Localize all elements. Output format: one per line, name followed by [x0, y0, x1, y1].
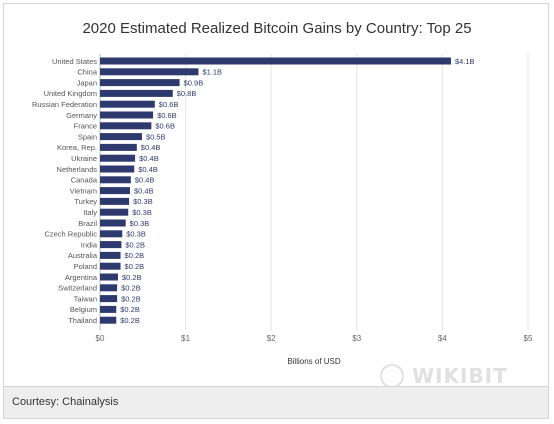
- data-label: $0.4B: [134, 186, 154, 195]
- bar: [100, 100, 155, 108]
- footer: Courtesy: Chainalysis: [4, 386, 548, 418]
- bar: [100, 316, 117, 324]
- data-label: $0.3B: [126, 230, 146, 239]
- data-label: $0.2B: [120, 316, 140, 325]
- chart-title: 2020 Estimated Realized Bitcoin Gains by…: [82, 20, 472, 37]
- bar: [100, 284, 118, 292]
- x-tick-label: $4: [438, 334, 447, 343]
- bar: [100, 154, 136, 162]
- data-label: $0.2B: [120, 305, 140, 314]
- bar: [100, 133, 142, 141]
- data-label: $0.2B: [122, 273, 142, 282]
- watermark-text: WIKIBIT: [412, 364, 508, 388]
- data-label: $0.4B: [135, 176, 155, 185]
- data-label: $4.1B: [455, 57, 475, 66]
- data-label: $0.6B: [159, 100, 179, 109]
- bar: [100, 241, 122, 249]
- category-label: Vietnam: [70, 186, 97, 195]
- bar: [100, 143, 137, 151]
- category-label: Ukraine: [71, 154, 97, 163]
- category-label: Spain: [78, 132, 97, 141]
- category-label: Taiwan: [74, 294, 97, 303]
- category-label: Canada: [71, 176, 98, 185]
- category-label: Poland: [74, 262, 97, 271]
- data-label: $0.2B: [125, 240, 145, 249]
- category-label: Italy: [83, 208, 97, 217]
- data-label: $0.5B: [146, 132, 166, 141]
- watermark-logo-icon: [380, 364, 404, 388]
- bar: [100, 79, 180, 87]
- data-label: $0.3B: [130, 219, 150, 228]
- x-tick-label: $1: [181, 334, 190, 343]
- category-label: United States: [52, 57, 97, 66]
- data-label: $0.9B: [184, 78, 204, 87]
- bar: [100, 89, 173, 97]
- category-label: Switzerland: [58, 284, 97, 293]
- bar: [100, 305, 117, 313]
- x-tick-label: $0: [96, 334, 105, 343]
- category-label: Turkey: [74, 197, 97, 206]
- data-label: $0.2B: [125, 251, 145, 260]
- category-label: Australia: [68, 251, 98, 260]
- category-label: Netherlands: [57, 165, 98, 174]
- data-label: $0.2B: [121, 294, 141, 303]
- data-label: $0.4B: [139, 154, 159, 163]
- bar: [100, 251, 121, 259]
- category-label: Russian Federation: [32, 100, 97, 109]
- bar: [100, 176, 131, 184]
- bar: [100, 111, 154, 119]
- data-label: $0.6B: [155, 122, 175, 131]
- bar: [100, 165, 135, 173]
- bar: [100, 57, 451, 65]
- category-label: Thailand: [68, 316, 97, 325]
- bar: [100, 262, 121, 270]
- category-label: United Kingdom: [44, 89, 97, 98]
- category-label: Brazil: [78, 219, 97, 228]
- category-label: Argentina: [65, 273, 98, 282]
- data-label: $0.2B: [125, 262, 145, 271]
- category-label: China: [77, 68, 97, 77]
- bar: [100, 230, 123, 238]
- bar: [100, 208, 129, 216]
- x-tick-label: $5: [524, 334, 533, 343]
- bar: [100, 219, 126, 227]
- category-label: France: [74, 122, 97, 131]
- category-label: Czech Republic: [44, 230, 97, 239]
- data-label: $0.3B: [132, 208, 152, 217]
- bar: [100, 187, 130, 195]
- data-label: $0.4B: [141, 143, 161, 152]
- data-label: $1.1B: [202, 68, 222, 77]
- category-label: Korea, Rep.: [57, 143, 97, 152]
- x-tick-label: $3: [352, 334, 361, 343]
- category-label: Belgium: [70, 305, 97, 314]
- data-label: $0.3B: [133, 197, 153, 206]
- bar: [100, 273, 118, 281]
- data-label: $0.2B: [121, 284, 141, 293]
- x-axis-title: Billions of USD: [287, 357, 341, 366]
- category-label: India: [81, 240, 98, 249]
- bar: [100, 68, 199, 76]
- category-label: Japan: [77, 78, 97, 87]
- x-tick-label: $2: [267, 334, 276, 343]
- data-label: $0.4B: [138, 165, 158, 174]
- chart-frame: [3, 3, 549, 419]
- bar: [100, 295, 118, 303]
- bar: [100, 122, 152, 130]
- data-label: $0.8B: [177, 89, 197, 98]
- category-label: Germany: [66, 111, 97, 120]
- data-label: $0.6B: [157, 111, 177, 120]
- footer-credit: Courtesy: Chainalysis: [12, 396, 119, 408]
- bar: [100, 197, 130, 205]
